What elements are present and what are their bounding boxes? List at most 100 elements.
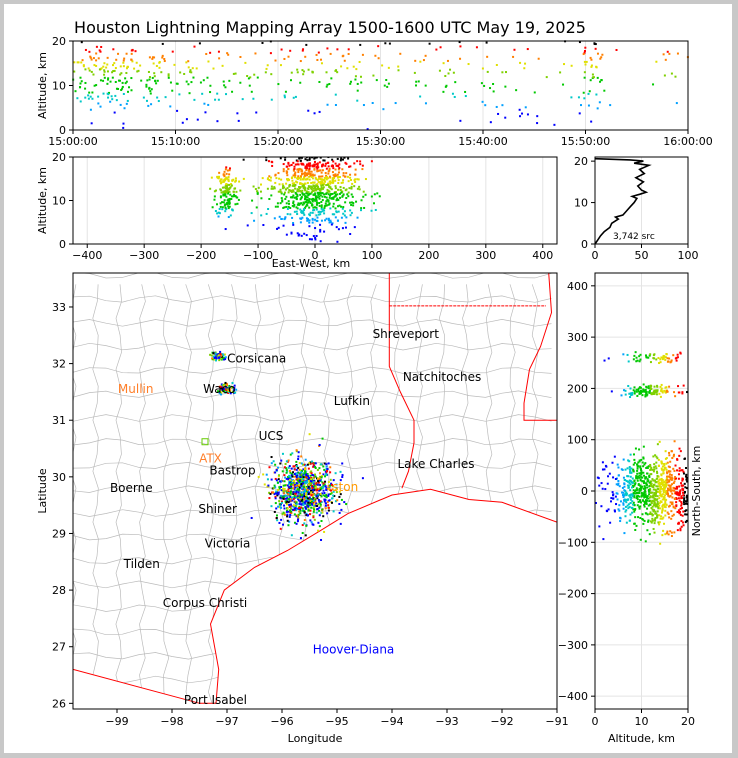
source-point: [281, 496, 284, 499]
source-point: [683, 482, 686, 485]
y-axis-label: Altitude, km: [36, 167, 49, 234]
source-point: [680, 502, 683, 505]
source-point: [578, 41, 581, 44]
source-point: [229, 214, 232, 217]
source-point: [293, 521, 296, 524]
source-point: [324, 485, 327, 488]
source-point: [662, 487, 665, 490]
source-point: [227, 387, 230, 390]
source-point: [285, 483, 288, 486]
source-point: [292, 223, 295, 226]
source-point: [315, 188, 318, 191]
source-point: [199, 81, 202, 84]
source-point: [620, 468, 623, 471]
source-point: [185, 61, 188, 64]
source-point: [223, 175, 226, 178]
source-point: [303, 472, 306, 475]
source-point: [224, 193, 227, 196]
county-line: [73, 342, 552, 351]
source-point: [361, 168, 364, 171]
source-point: [279, 157, 282, 160]
source-point: [305, 172, 308, 175]
county-line: [73, 284, 77, 704]
source-point: [419, 60, 422, 63]
source-point: [270, 194, 273, 197]
source-point: [282, 168, 285, 171]
source-point: [310, 470, 313, 473]
source-point: [295, 501, 298, 504]
source-point: [341, 195, 344, 198]
source-point: [650, 473, 653, 476]
ew-altitude-panel: −400 −300 −200 −100 0 100 200 300 40001020East-W…: [36, 151, 558, 270]
y-tick-label: 0: [581, 485, 588, 498]
source-point: [360, 207, 363, 210]
source-point: [123, 57, 126, 60]
source-point: [645, 502, 648, 505]
source-point: [302, 186, 305, 189]
source-point: [536, 122, 539, 125]
source-point: [653, 500, 656, 503]
source-point: [623, 485, 626, 488]
source-point: [290, 497, 293, 500]
source-point: [153, 56, 156, 59]
source-point: [316, 497, 319, 500]
source-point: [299, 202, 302, 205]
source-point: [658, 392, 661, 395]
source-point: [684, 513, 687, 516]
source-point: [640, 469, 643, 472]
y-axis-label: Altitude, km: [36, 52, 49, 119]
source-point: [302, 73, 305, 76]
source-point: [225, 184, 228, 187]
source-point: [307, 476, 310, 479]
panel-border: [594, 156, 689, 245]
source-point: [659, 385, 662, 388]
source-point: [298, 483, 301, 486]
source-point: [287, 178, 290, 181]
place-label: Shreveport: [373, 327, 440, 341]
source-point: [296, 177, 299, 180]
source-point: [95, 52, 98, 55]
source-point: [371, 102, 374, 105]
source-point: [305, 499, 308, 502]
source-point: [664, 358, 667, 361]
source-point: [583, 97, 586, 100]
source-point: [298, 502, 301, 505]
source-point: [223, 204, 226, 207]
source-point: [593, 42, 596, 45]
source-point: [667, 494, 670, 497]
source-point: [293, 182, 296, 185]
source-point: [305, 494, 308, 497]
source-point: [304, 506, 307, 509]
source-point: [317, 477, 320, 480]
source-point: [231, 390, 234, 393]
source-point: [285, 471, 288, 474]
source-point: [220, 387, 223, 390]
source-point: [341, 227, 344, 230]
source-point: [334, 93, 337, 96]
source-point: [313, 206, 316, 209]
source-point: [464, 90, 467, 93]
source-point: [306, 204, 309, 207]
source-point: [653, 501, 656, 504]
source-point: [648, 500, 651, 503]
source-point: [643, 485, 646, 488]
source-point: [295, 490, 298, 493]
source-point: [220, 358, 223, 361]
source-point: [314, 195, 317, 198]
source-point: [278, 486, 281, 489]
source-point: [356, 187, 359, 190]
source-point: [339, 479, 342, 482]
source-point: [91, 91, 94, 94]
source-point: [633, 480, 636, 483]
source-point: [305, 481, 308, 484]
source-point: [304, 458, 307, 461]
source-point: [316, 216, 319, 219]
source-point: [625, 494, 628, 497]
source-point: [334, 179, 337, 182]
source-point: [289, 513, 292, 516]
source-point: [282, 163, 285, 166]
source-point: [323, 530, 326, 533]
place-label: Natchitoches: [403, 370, 481, 384]
source-point: [331, 165, 334, 168]
source-point: [76, 97, 79, 100]
